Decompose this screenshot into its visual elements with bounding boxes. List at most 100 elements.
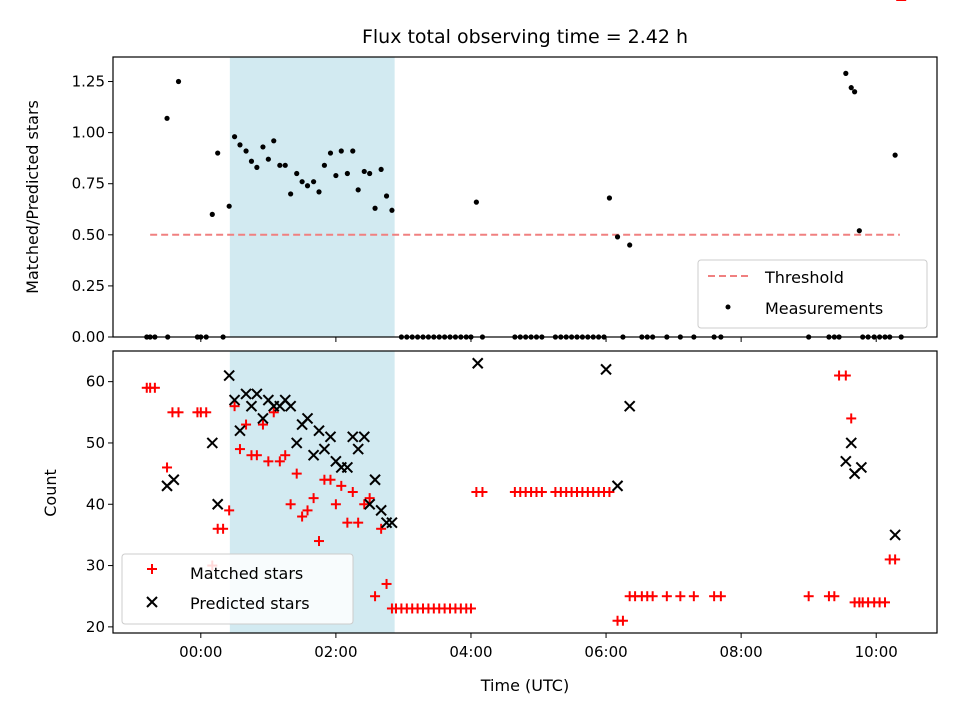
x-tick-label: 08:00 (720, 643, 763, 661)
matched-star-point (347, 487, 358, 497)
matched-star-point (251, 450, 262, 461)
matched-star-point (477, 487, 488, 497)
measurement-point (271, 138, 277, 144)
matched-star-point (715, 591, 726, 602)
measurement-point (327, 150, 334, 156)
counts-y-axis: 20 30 40 50 60 (86, 373, 113, 636)
matched-star-point (829, 591, 840, 602)
predicted-star-point (307, 449, 320, 461)
ratio-panel-frame (112, 56, 938, 338)
legend-predicted-swatch (146, 596, 158, 608)
predicted-star-point (352, 443, 364, 455)
x-axis-label: Time (UTC) (480, 676, 569, 695)
matched-star-point (224, 505, 235, 516)
matched-star-point (364, 493, 375, 504)
matched-star-point (376, 523, 387, 534)
measurement-point (614, 234, 621, 240)
matched-star-point (675, 591, 686, 602)
x-tick-label: 02:00 (314, 643, 357, 661)
predicted-star-point (472, 357, 484, 369)
y-tick-label: 0.00 (72, 328, 105, 346)
predicted-star-point (341, 461, 354, 474)
measurement-point (852, 89, 858, 95)
predicted-star-point (840, 455, 852, 468)
predicted-star-point (211, 498, 224, 510)
predicted-star-point (347, 431, 359, 443)
predicted-star-point (889, 529, 901, 541)
predicted-star-point (168, 474, 180, 486)
measurement-point (304, 183, 311, 189)
time-x-axis: 00:00 02:00 04:00 06:00 08:00 10:00 (179, 633, 898, 661)
legend-matched-swatch (147, 564, 157, 574)
measurement-point (164, 115, 170, 121)
measurement-point (367, 170, 373, 177)
measurement-point (383, 193, 390, 199)
measurement-point (856, 228, 862, 234)
y-tick-label: 1.00 (72, 124, 105, 142)
measurement-point (389, 207, 395, 213)
ratio-legend: Threshold Measurements (697, 259, 928, 329)
predicted-star-point (223, 369, 235, 382)
x-tick-label: 10:00 (855, 643, 898, 661)
measurement-point (310, 179, 317, 185)
matched-star-point (162, 462, 173, 473)
matched-star-point (173, 407, 184, 418)
measurement-point (237, 142, 243, 148)
measurement-point (248, 158, 255, 164)
matched-star-point (229, 401, 240, 412)
y-tick-label: 0.25 (72, 277, 105, 295)
predicted-star-point (234, 424, 246, 437)
predicted-star-point (600, 363, 612, 376)
matched-star-point (465, 603, 476, 614)
ratio-y-axis-label: Matched/Predicted stars (23, 100, 42, 294)
measurement-point (333, 172, 339, 179)
matched-star-point (291, 468, 302, 479)
matched-star-point (342, 517, 353, 528)
measurement-point (473, 199, 479, 205)
y-tick-label: 50 (86, 434, 105, 452)
matched-star-point (308, 493, 319, 504)
y-tick-label: 40 (86, 495, 105, 513)
legend-matched-label: Matched stars (190, 564, 303, 583)
measurement-point (265, 156, 271, 162)
measurement-point (231, 134, 238, 140)
predicted-star-point (301, 412, 314, 425)
matched-star-point (325, 474, 336, 485)
counts-y-axis-label: Count (41, 469, 60, 517)
observing-window-span-top (229, 57, 395, 337)
measurement-point (338, 148, 344, 154)
matched-star-point (661, 591, 672, 602)
measurement-point (372, 205, 378, 211)
ratio-plot-marks (144, 70, 904, 340)
matched-star-point (647, 591, 658, 602)
predicted-star-point (228, 394, 241, 406)
y-tick-label: 20 (86, 618, 105, 636)
legend-measurements-label: Measurements (765, 299, 883, 318)
matched-star-point (336, 480, 347, 491)
ratio-legend-box (697, 259, 928, 329)
measurement-point (321, 162, 328, 168)
legend-measurements-swatch (725, 304, 731, 310)
y-tick-label: 0.50 (72, 226, 105, 244)
measurement-point (288, 191, 294, 197)
matched-star-point (803, 591, 814, 602)
matched-star-point (234, 444, 245, 455)
ratio-x-ticks (200, 337, 877, 342)
predicted-star-point (845, 437, 857, 449)
counts-panel-frame (112, 350, 938, 634)
measurement-point (606, 195, 613, 201)
matched-star-point (330, 499, 341, 510)
predicted-star-point (313, 424, 325, 437)
matched-star-point (268, 407, 279, 418)
y-tick-label: 1.25 (72, 73, 105, 91)
x-tick-label: 04:00 (449, 643, 492, 661)
x-tick-label: 06:00 (584, 643, 627, 661)
predicted-star-point (245, 400, 258, 412)
predicted-star-point (611, 480, 624, 492)
matched-star-point (846, 413, 857, 424)
measurement-point (848, 85, 854, 91)
counts-legend: Matched stars Predicted stars (121, 553, 354, 625)
matched-star-point (879, 597, 890, 608)
matched-star-point (285, 499, 296, 510)
